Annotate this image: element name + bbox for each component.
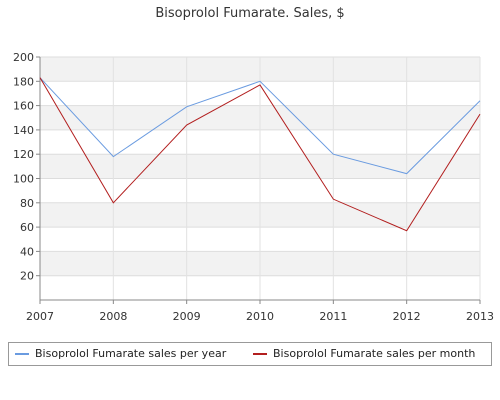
x-tick-label: 2011 — [319, 310, 347, 323]
legend-label-sales-per-month: Bisoprolol Fumarate sales per month — [273, 347, 476, 360]
legend-swatch-sales-per-year — [15, 353, 29, 355]
y-tick-label: 200 — [13, 51, 34, 64]
y-tick-label: 80 — [20, 197, 34, 210]
y-tick-label: 60 — [20, 221, 34, 234]
x-tick-label: 2008 — [99, 310, 127, 323]
chart-title: Bisoprolol Fumarate. Sales, $ — [155, 6, 345, 21]
x-tick-label: 2009 — [173, 310, 201, 323]
legend-item-sales-per-year: Bisoprolol Fumarate sales per year — [15, 347, 226, 361]
x-tick-label: 2007 — [26, 310, 54, 323]
y-tick-label: 180 — [13, 75, 34, 88]
legend-label-sales-per-year: Bisoprolol Fumarate sales per year — [35, 347, 227, 360]
x-tick-label: 2013 — [466, 310, 494, 323]
legend-item-sales-per-month: Bisoprolol Fumarate sales per month — [253, 347, 475, 361]
x-tick-label: 2010 — [246, 310, 274, 323]
x-tick-label: 2012 — [393, 310, 421, 323]
y-tick-label: 20 — [20, 270, 34, 283]
legend: Bisoprolol Fumarate sales per year Bisop… — [8, 342, 492, 366]
y-tick-label: 100 — [13, 173, 34, 186]
y-tick-label: 40 — [20, 245, 34, 258]
y-tick-label: 120 — [13, 148, 34, 161]
series-line-0 — [39, 77, 481, 175]
y-tick-label: 140 — [13, 124, 34, 137]
legend-swatch-sales-per-month — [253, 353, 267, 355]
y-tick-label: 160 — [13, 100, 34, 113]
series-line-1 — [39, 77, 481, 232]
